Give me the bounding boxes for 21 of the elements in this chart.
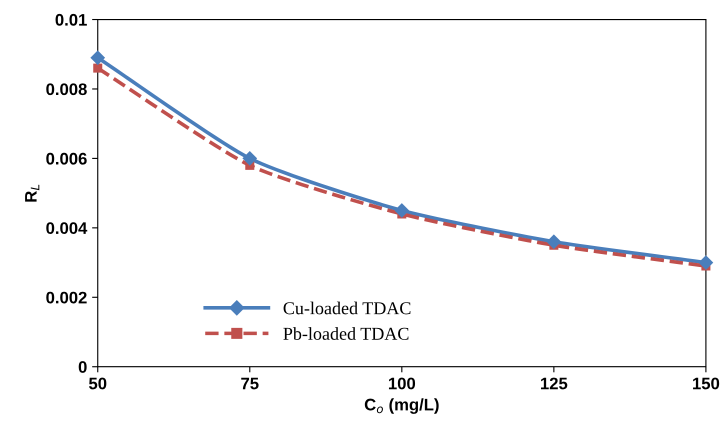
legend-label: Cu-loaded TDAC — [284, 302, 410, 314]
y-tick-label: 0.002 — [46, 292, 87, 304]
x-axis-title: C$_{o}$ (mg/L) — [364, 398, 439, 414]
y-axis-title: R$_{L}$ — [25, 184, 40, 202]
y-tick-label: 0.006 — [46, 152, 87, 165]
point — [93, 64, 102, 73]
point — [394, 203, 409, 218]
y-tick-label: 0.008 — [46, 83, 87, 96]
x-tick-label: 50 — [88, 378, 106, 390]
y-tick-label: 0.01 — [56, 14, 87, 26]
x-tick-label: 150 — [693, 378, 720, 390]
point — [242, 151, 257, 166]
x-tick-label: 75 — [241, 378, 259, 390]
point — [90, 50, 105, 65]
legend-label: Pb-loaded TDAC — [283, 327, 408, 340]
point — [698, 255, 713, 270]
x-tick-label: 100 — [388, 378, 416, 390]
point — [546, 234, 561, 249]
y-tick-label: 0 — [78, 361, 87, 373]
x-tick-label: 125 — [541, 378, 568, 390]
y-tick-label: 0.004 — [46, 222, 88, 234]
